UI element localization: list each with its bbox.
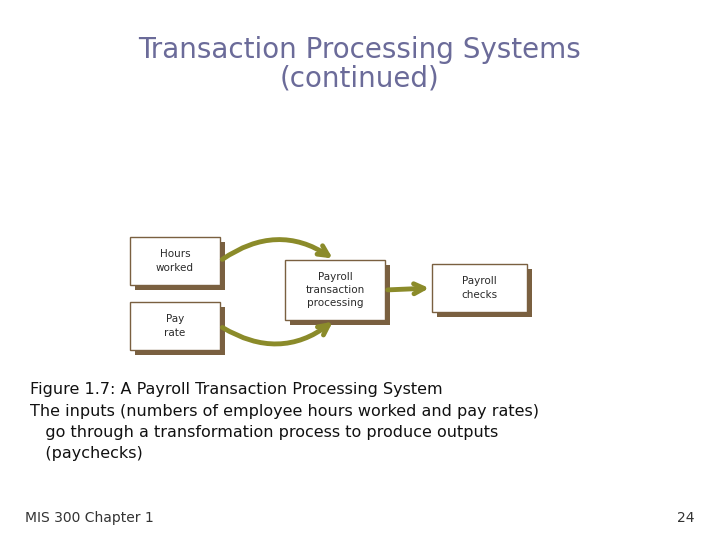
FancyBboxPatch shape xyxy=(437,269,532,317)
FancyBboxPatch shape xyxy=(130,302,220,350)
FancyBboxPatch shape xyxy=(432,264,527,312)
Text: Hours
worked: Hours worked xyxy=(156,249,194,273)
FancyBboxPatch shape xyxy=(135,242,225,290)
FancyBboxPatch shape xyxy=(290,265,390,325)
Text: Figure 1.7: A Payroll Transaction Processing System: Figure 1.7: A Payroll Transaction Proces… xyxy=(30,382,443,397)
Text: Payroll
transaction
processing: Payroll transaction processing xyxy=(305,272,364,308)
Text: Payroll
checks: Payroll checks xyxy=(462,276,498,300)
FancyBboxPatch shape xyxy=(285,260,385,320)
Text: The inputs (numbers of employee hours worked and pay rates)
   go through a tran: The inputs (numbers of employee hours wo… xyxy=(30,404,539,461)
Text: Pay
rate: Pay rate xyxy=(164,314,186,338)
FancyBboxPatch shape xyxy=(135,307,225,355)
Text: Transaction Processing Systems: Transaction Processing Systems xyxy=(139,36,581,64)
FancyBboxPatch shape xyxy=(130,237,220,285)
Text: MIS 300 Chapter 1: MIS 300 Chapter 1 xyxy=(25,511,154,525)
Text: 24: 24 xyxy=(678,511,695,525)
Text: (continued): (continued) xyxy=(280,64,440,92)
